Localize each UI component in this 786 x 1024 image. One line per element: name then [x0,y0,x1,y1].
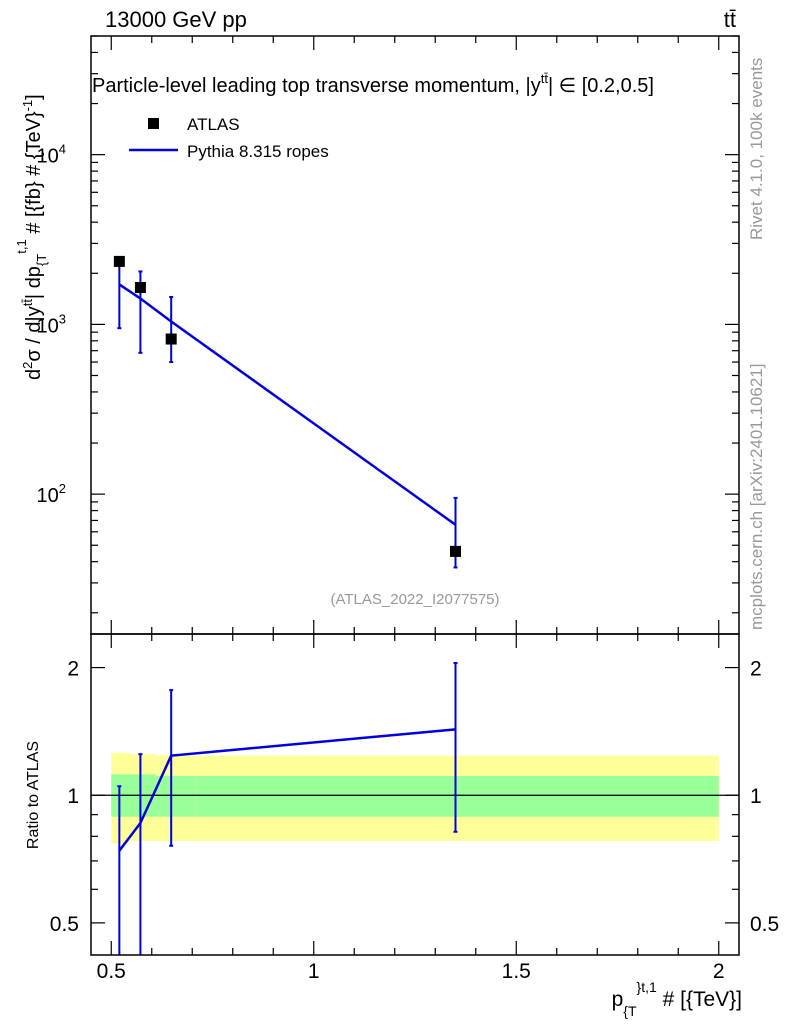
ratio-band-inner [155,776,197,817]
atlas-data-point [134,281,146,293]
atlas-data-point [450,545,461,557]
mc-series-line [118,283,457,526]
main-y-tick-exponent: 4 [59,142,66,157]
rivet-version-label: Rivet 4.1.0, 100k events [747,58,766,240]
ratio-plot-frame [90,633,740,956]
x-tick-label: 1 [308,960,320,983]
ratio-x-tick-labels: 0.5 1 1.5 2 [97,960,725,983]
atlas-data-point [165,333,177,345]
ratio-uncertainty-bands [111,752,719,844]
ratio-y-tick-label-right: 2 [750,658,762,681]
x-tick-label: 2 [713,960,725,983]
main-y-tick-base: 10 [37,146,59,168]
legend-pythia-label: Pythia 8.315 ropes [187,142,329,161]
ratio-axis-ticks [91,634,739,955]
legend-atlas-label: ATLAS [187,115,240,134]
main-y-tick-label: 102 [37,481,66,507]
main-y-tick-base: 10 [37,315,59,337]
mcplots-label: mcplots.cern.ch [arXiv:2401.10621] [747,364,766,630]
main-title: Particle-level leading top transverse mo… [92,71,654,97]
ratio-y-tick-label-left: 2 [67,658,79,681]
analysis-watermark: (ATLAS_2022_I2077575) [330,591,499,608]
atlas-data-point [113,255,125,267]
ratio-marks [117,662,458,955]
ratio-band-inner [196,776,719,817]
main-y-tick-base: 10 [37,485,59,507]
ratio-panel: 0.5 0.5 1 1 2 2 0.5 1 1.5 2 Ratio to ATLAS p{T}t… [25,633,779,1019]
x-axis-label: p{T}t,1 # [{TeV}] [612,979,742,1019]
ratio-series-line [118,728,456,852]
main-y-axis-label: d2σ / d|ytt̄| dp{Tt,1 # [{fb} # {TeV}-1] [14,94,49,380]
ratio-y-axis-label: Ratio to ATLAS [25,741,42,849]
main-legend: ATLAS Pythia 8.315 ropes [129,115,329,161]
main-axis-ticks [91,35,739,634]
ratio-y-tick-label-right: 0.5 [750,913,779,936]
main-y-tick-exponent: 3 [59,311,66,326]
main-marks [113,255,461,569]
legend-atlas-marker [148,118,159,129]
ratio-y-tick-label-left: 0.5 [50,913,79,936]
energy-label: 13000 GeV pp [105,7,247,32]
main-y-tick-exponent: 2 [59,481,66,496]
ratio-y-tick-labels: 0.5 0.5 1 1 2 2 [50,658,779,936]
main-y-tick-label: 104 [37,142,66,168]
process-label: tt̄ [724,7,736,32]
main-y-tick-label: 103 [37,311,66,337]
x-tick-label: 1.5 [502,960,531,983]
ratio-y-tick-label-right: 1 [750,785,762,808]
ratio-y-tick-label-left: 1 [67,785,79,808]
x-tick-label: 0.5 [97,960,126,983]
